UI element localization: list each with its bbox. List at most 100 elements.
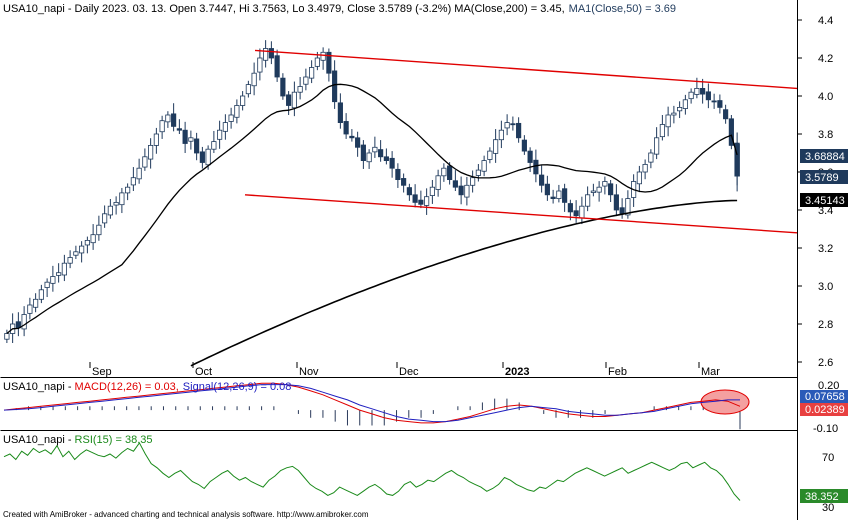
price-candle [165,114,171,123]
price-candle [217,129,223,140]
price-candle [648,152,654,163]
x-tick-label: Feb [608,366,627,378]
price-candle [418,199,424,205]
price-candle [349,135,355,139]
price-candle [401,178,407,186]
macd-histogram [15,398,741,430]
price-y-tick-label: 4.2 [818,53,833,65]
price-candle [366,152,372,163]
pane-frames [0,0,798,520]
price-candle [424,196,430,206]
price-candle [435,175,441,190]
price-candle [176,128,182,131]
price-candle [171,113,177,127]
price-candle [688,91,694,100]
price-candle [27,304,33,314]
x-tick-label: Sep [92,366,112,378]
footer-credit: Created with AmiBroker - advanced charti… [3,510,369,519]
price-candle [493,139,499,154]
price-y-tick-label: 3.2 [818,243,833,255]
price-candle [245,84,251,95]
ma50-line [6,83,738,335]
price-candle [383,156,389,162]
signal-line [3,384,740,423]
price-candle [240,95,246,106]
price-candle [470,177,476,186]
price-candle [332,70,338,103]
price-candle [73,251,79,256]
price-candle [38,289,44,300]
price-y-tick-label: 3.8 [818,129,833,141]
trend-channel-upper [254,49,798,90]
price-candle [199,151,205,163]
price-candle [153,133,159,146]
price-candle [263,48,269,61]
price-candle [291,91,297,109]
price-x-axis: Sep Oct Nov Dec 2023 Feb Mar [89,362,720,378]
price-y-tick-label: 3.0 [818,281,833,293]
price-candle [79,245,85,254]
price-candle [694,88,700,95]
price-candle [188,137,194,142]
x-tick-label: Oct [195,366,212,378]
macd-pane: USA10_napi - MACD(12,26) = 0.03, Signal(1… [3,380,848,435]
price-candle [326,51,332,74]
price-candle [677,107,683,112]
price-candle [142,156,148,168]
price-candle [636,171,642,185]
macd-y-tick: 0.20 [818,380,839,392]
price-candle [573,210,579,217]
price-candle [700,88,706,95]
price-candle [711,100,717,103]
price-candle [705,91,711,101]
price-candle [102,213,108,224]
price-candle [521,139,527,152]
macd-highlight-ellipse [700,389,750,415]
price-candle [113,201,119,206]
price-candle [406,187,412,196]
ma50-value-tag: 3.68884 [800,149,848,163]
svg-text:3.68884: 3.68884 [805,151,845,163]
price-candle [125,186,131,194]
x-tick-label: 2023 [505,366,529,378]
price-candle [717,100,723,108]
rsi-y-tick: 70 [822,452,834,464]
price-y-tick-label: 2.8 [818,319,833,331]
price-candle [642,163,648,173]
price-candle [50,276,56,284]
rsi-line [3,441,741,501]
signal-value-tag: 0.07658 [800,390,848,403]
price-y-tick-label: 4.0 [818,91,833,103]
price-candle [504,122,510,129]
macd-value-tag: 0.02389 [800,403,848,416]
price-candle [464,184,470,198]
price-candle [602,181,608,187]
price-candle [590,190,596,193]
price-y-tick-label: 2.6 [818,357,833,369]
price-candle [516,122,522,139]
price-candle [550,196,556,200]
price-candle [222,122,228,132]
price-candle [159,120,165,133]
price-candle [84,239,90,246]
x-tick-label: Dec [399,366,419,378]
close-value-tag: 3.5789 [800,170,848,184]
price-candle [458,185,464,196]
price-candle [228,114,234,122]
price-candle [429,186,435,196]
price-candle [481,160,487,172]
price-candle [723,109,729,120]
price-candle [96,224,102,236]
price-candle [44,281,50,288]
macd-y-tick: -0.10 [813,423,838,435]
price-candle [475,169,481,176]
price-candle [211,141,217,150]
price-candle [567,203,573,213]
price-candle [297,86,303,93]
price-candle [395,168,401,180]
price-candle [510,123,516,126]
price-candle [585,194,591,207]
price-candle [286,94,292,106]
price-candle [372,146,378,153]
price-candle [579,205,585,219]
